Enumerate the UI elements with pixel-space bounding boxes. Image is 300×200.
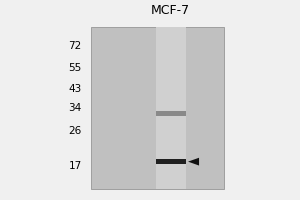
Text: MCF-7: MCF-7 (151, 4, 190, 17)
Bar (156, 159, 186, 164)
Bar (91, 27, 224, 189)
Bar (156, 27, 186, 189)
Text: 43: 43 (68, 84, 82, 94)
Text: 55: 55 (68, 63, 82, 73)
Bar (156, 111, 186, 116)
Text: 26: 26 (68, 126, 82, 136)
Text: 17: 17 (68, 161, 82, 171)
Text: 72: 72 (68, 41, 82, 51)
Text: 34: 34 (68, 103, 82, 113)
Polygon shape (188, 158, 199, 166)
